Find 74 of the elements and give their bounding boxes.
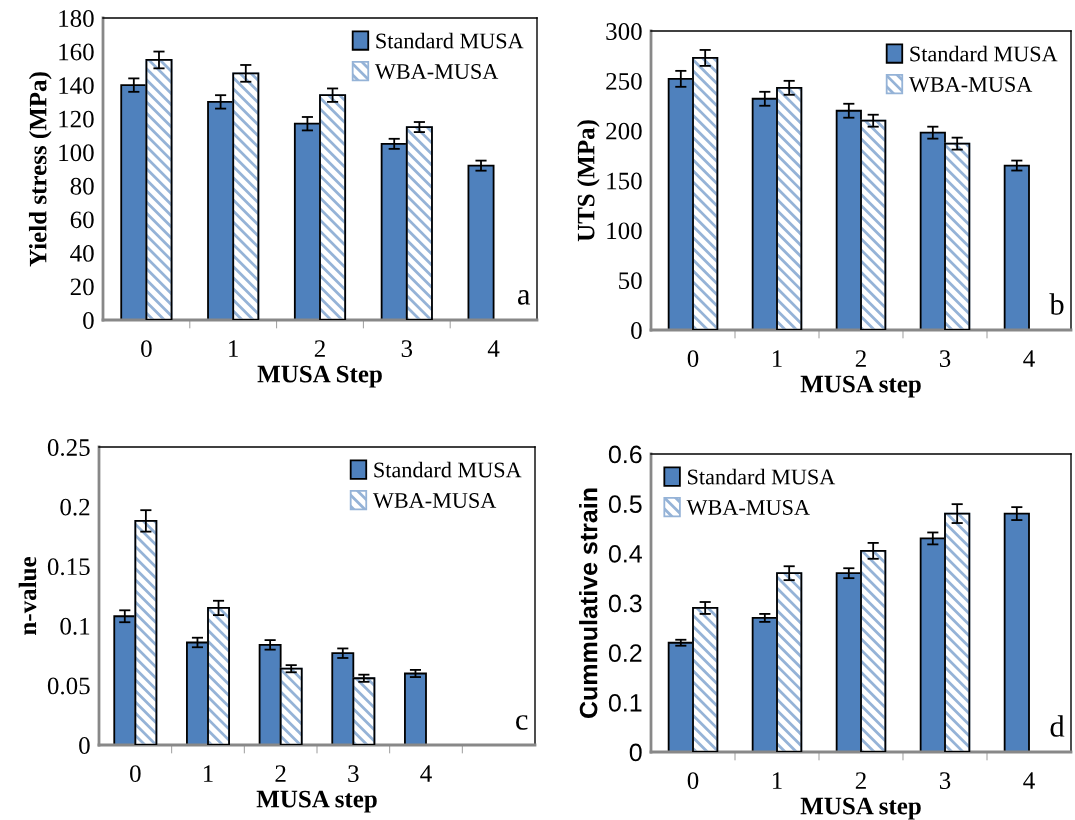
legend-label: WBA-MUSA — [374, 64, 499, 80]
x-tick-label: 3 — [401, 340, 413, 358]
y-axis-title: n-value — [18, 557, 37, 635]
y-tick-label: 100 — [607, 222, 642, 240]
legend-label: Standard MUSA — [688, 468, 836, 485]
x-tick-label: 4 — [1023, 772, 1035, 789]
y-tick-label: 0.1 — [608, 693, 642, 712]
x-axis-title: MUSA step — [256, 790, 377, 813]
x-tick-label: 3 — [348, 765, 359, 783]
y-tick-label: 150 — [607, 172, 642, 190]
legend-label: Standard MUSA — [910, 45, 1058, 62]
y-tick-label: 0.05 — [47, 677, 90, 695]
y-tick-label: 140 — [59, 77, 94, 95]
y-tick-label: 0.5 — [608, 495, 642, 513]
y-tick-label: 0.2 — [608, 644, 642, 662]
x-tick-label: 0 — [141, 340, 152, 358]
y-tick-label: 0.4 — [608, 544, 642, 563]
legend-label: WBA-MUSA — [686, 500, 810, 516]
x-tick-label: 3 — [939, 350, 951, 368]
x-tick-label: 1 — [772, 350, 782, 367]
legend-label: WBA-MUSA — [372, 493, 497, 509]
annotation: d — [1050, 715, 1065, 737]
annotation: a — [518, 290, 531, 305]
legend-label: Standard MUSA — [374, 461, 522, 478]
y-tick-label: 60 — [70, 211, 94, 229]
x-tick-label: 1 — [772, 772, 782, 789]
y-tick-label: 80 — [70, 177, 94, 195]
y-tick-label: 180 — [59, 10, 94, 27]
y-tick-label: 0.6 — [608, 445, 642, 464]
x-tick-label: 1 — [203, 765, 213, 782]
bar — [1003, 512, 1030, 752]
y-tick-label: 200 — [606, 122, 642, 140]
annotation: c — [516, 715, 528, 730]
legend-label: Standard MUSA — [376, 32, 524, 49]
x-tick-label: 3 — [939, 772, 951, 790]
y-tick-label: 0 — [629, 743, 642, 762]
x-tick-label: 1 — [229, 340, 238, 357]
annotation: b — [1049, 293, 1064, 315]
x-tick-label: 2 — [275, 765, 286, 782]
y-tick-label: 50 — [619, 272, 642, 290]
y-tick-label: 0.25 — [47, 439, 90, 457]
legend-label: WBA-MUSA — [908, 77, 1033, 93]
x-tick-label: 4 — [1023, 350, 1035, 367]
y-tick-label: 0.3 — [608, 594, 642, 613]
y-axis-title: Yield stress (MPa) — [28, 72, 52, 267]
y-tick-label: 40 — [70, 244, 94, 262]
y-tick-label: 300 — [606, 23, 642, 40]
x-tick-label: 0 — [687, 772, 699, 790]
x-tick-label: 2 — [855, 772, 866, 789]
y-tick-label: 0 — [79, 737, 90, 754]
x-tick-label: 0 — [130, 765, 141, 783]
y-tick-label: 20 — [70, 278, 94, 296]
x-tick-label: 4 — [487, 340, 500, 357]
y-axis-title: Cummulative strain — [579, 488, 598, 718]
y-tick-label: 0 — [83, 312, 94, 329]
y-tick-label: 0.2 — [60, 498, 90, 516]
x-axis-title: MUSA step — [800, 797, 921, 820]
y-tick-label: 0 — [631, 322, 642, 339]
y-tick-label: 160 — [59, 43, 94, 61]
x-tick-label: 2 — [855, 350, 866, 367]
y-tick-label: 120 — [59, 110, 94, 128]
x-axis-title: MUSA step — [800, 375, 921, 398]
bar — [467, 164, 495, 320]
bar — [404, 672, 427, 745]
y-axis-title: UTS (MPa) — [576, 120, 600, 242]
x-tick-label: 4 — [420, 765, 432, 782]
y-tick-label: 250 — [606, 72, 642, 90]
y-tick-label: 0.1 — [60, 617, 90, 635]
x-tick-label: 2 — [314, 340, 325, 357]
x-axis-title: MUSA Step — [257, 365, 382, 388]
x-tick-label: 0 — [687, 350, 699, 368]
y-tick-label: 0.15 — [47, 558, 90, 576]
bar — [1003, 164, 1030, 330]
y-tick-label: 100 — [59, 144, 94, 162]
